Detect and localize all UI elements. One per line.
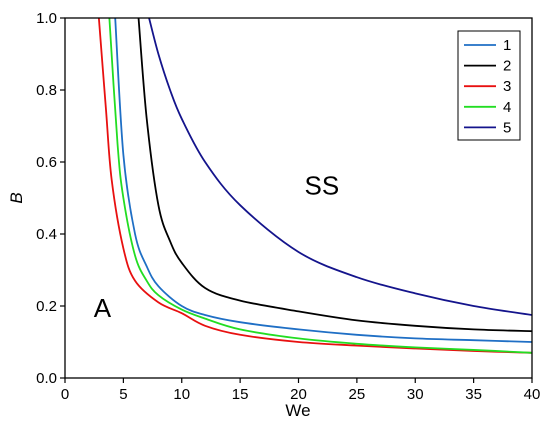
x-tick-label: 15 (232, 386, 249, 403)
legend: 1 2 3 4 5 (457, 30, 521, 141)
series-line-1 (114, 18, 532, 343)
x-tick-label: 10 (173, 386, 190, 403)
legend-label-3: 3 (503, 78, 511, 95)
x-tick-label: 0 (61, 386, 69, 403)
x-tick-label: 25 (349, 386, 366, 403)
series-curves (97, 18, 532, 354)
y-tick-label: 0.0 (36, 370, 57, 387)
annotations: SS A (94, 170, 340, 322)
ticks: 0 5 10 15 20 25 30 35 400.00.20.40.60.81.0 (36, 10, 540, 403)
series-line-3 (97, 18, 532, 354)
x-tick-label: 5 (119, 386, 127, 403)
legend-label-1: 1 (503, 37, 511, 54)
series-line-2 (137, 18, 532, 333)
x-tick-label: 20 (290, 386, 307, 403)
y-tick-label: 0.4 (36, 226, 57, 243)
y-tick-label: 1.0 (36, 10, 57, 27)
x-tick-label: 35 (465, 386, 482, 403)
legend-label-5: 5 (503, 119, 511, 136)
region-label-ss: SS (305, 170, 340, 200)
y-tick-label: 0.2 (36, 298, 57, 315)
x-tick-label: 40 (524, 386, 541, 403)
y-tick-label: 0.6 (36, 154, 57, 171)
x-tick-label: 30 (407, 386, 424, 403)
region-label-a: A (94, 293, 112, 323)
legend-label-4: 4 (503, 99, 511, 116)
y-axis-title: B (7, 192, 26, 203)
legend-label-2: 2 (503, 58, 511, 75)
x-axis-title: We (285, 401, 310, 420)
series-line-5 (148, 18, 532, 316)
series-line-4 (108, 18, 532, 354)
y-tick-label: 0.8 (36, 82, 57, 99)
